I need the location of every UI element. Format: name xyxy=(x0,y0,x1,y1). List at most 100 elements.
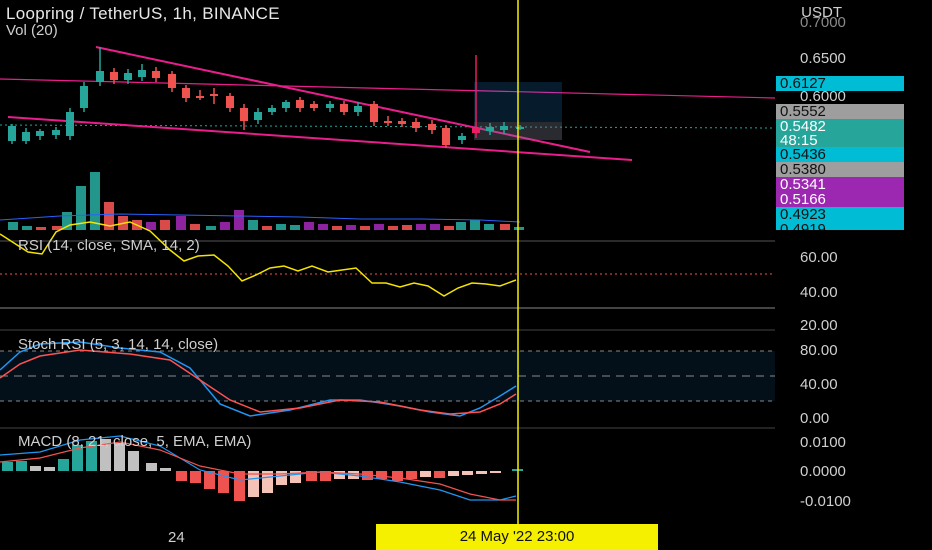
macd-histogram-bar xyxy=(262,471,273,493)
price-tag-0538: 0.5380 xyxy=(776,162,904,177)
candle-body xyxy=(282,102,290,108)
macd-histogram-bar xyxy=(58,459,69,471)
macd-histogram-bar xyxy=(218,471,229,493)
macd-histogram-bar xyxy=(462,471,473,475)
rsi-line xyxy=(0,221,517,297)
price-tag-0534: 0.5341 xyxy=(776,177,904,192)
macd-histogram-bar xyxy=(72,445,83,471)
rsi-tick-60: 60.00 xyxy=(800,249,838,266)
candle-body xyxy=(398,121,406,124)
candle-body xyxy=(268,108,276,112)
volume-bar xyxy=(456,222,466,230)
macd-histogram-bar xyxy=(146,463,157,471)
macd-indicator-label[interactable]: MACD (8, 21, close, 5, EMA, EMA) xyxy=(18,433,252,450)
candle-body xyxy=(296,100,304,108)
macd-histogram-bar xyxy=(16,461,27,471)
volume-bar xyxy=(220,222,230,230)
macd-histogram-bar xyxy=(100,439,111,471)
volume-bar xyxy=(318,224,328,230)
price-tag-0491: 0.4919 xyxy=(776,222,904,230)
macd-histogram-bar xyxy=(392,471,403,481)
wedge-upper-line xyxy=(95,46,591,153)
candle-body xyxy=(516,127,524,129)
stoch-tick-40: 40.00 xyxy=(800,376,838,393)
candle-body xyxy=(486,127,494,131)
candle-body xyxy=(500,126,508,130)
stoch-tick-80: 80.00 xyxy=(800,342,838,359)
volume-indicator-label[interactable]: Vol (20) xyxy=(6,22,58,39)
volume-bar xyxy=(176,216,186,230)
macd-histogram-bar xyxy=(114,443,125,471)
candle-body xyxy=(354,106,362,112)
candle-body xyxy=(310,104,318,108)
macd-histogram-bar xyxy=(160,468,171,471)
candle-body xyxy=(52,130,60,135)
volume-bar xyxy=(276,224,286,230)
candle-body xyxy=(442,128,450,145)
macd-tick-pos: 0.0100 xyxy=(800,434,846,451)
macd-histogram-bar xyxy=(376,471,387,479)
volume-bar xyxy=(248,220,258,230)
macd-histogram-bar xyxy=(86,441,97,471)
candle-body xyxy=(80,86,88,108)
price-tag-0492: 0.4923 xyxy=(776,207,904,222)
volume-bar xyxy=(430,224,440,230)
candle-body xyxy=(152,71,160,78)
candle-body xyxy=(384,121,392,123)
volume-bar xyxy=(52,226,62,230)
time-axis-date: 24 xyxy=(168,529,185,546)
macd-histogram-bar xyxy=(334,471,345,479)
stoch-rsi-indicator-label[interactable]: Stoch RSI (5, 3, 14, 14, close) xyxy=(18,336,219,353)
candle-body xyxy=(96,71,104,82)
price-tick-0600: 0.6000 xyxy=(800,88,846,105)
rsi-tick-40: 40.00 xyxy=(800,284,838,301)
stoch-d-line xyxy=(0,349,517,415)
volume-bar xyxy=(514,227,524,230)
macd-histogram-bar xyxy=(234,471,245,501)
rsi-tick-20: 20.00 xyxy=(800,317,838,334)
candle-body xyxy=(168,74,176,88)
volume-bar xyxy=(190,224,200,230)
candle-body xyxy=(472,128,480,133)
volume-bar xyxy=(146,222,156,230)
volume-bar xyxy=(470,220,480,230)
macd-histogram-bar xyxy=(176,471,187,481)
candle-body xyxy=(412,122,420,128)
macd-histogram-bar xyxy=(306,471,317,481)
volume-bar xyxy=(36,227,46,230)
macd-histogram-bar xyxy=(190,471,201,483)
price-tick-0700: 0.7000 xyxy=(800,14,846,31)
volume-bar xyxy=(90,172,100,230)
candle-body xyxy=(124,73,132,80)
candle-body xyxy=(254,112,262,120)
volume-bar xyxy=(62,212,72,230)
last-price-line xyxy=(0,124,776,129)
macd-histogram-bar xyxy=(476,471,487,474)
candle-body xyxy=(458,136,466,140)
macd-signal-line xyxy=(0,441,516,501)
volume-bar xyxy=(444,226,454,230)
candle-body xyxy=(22,132,30,141)
candle-body xyxy=(196,96,204,98)
volume-bar xyxy=(104,202,114,230)
volume-bar xyxy=(304,222,314,230)
macd-histogram-bar xyxy=(44,467,55,471)
candle-body xyxy=(370,104,378,122)
volume-bar xyxy=(76,186,86,230)
volume-bar xyxy=(374,224,384,230)
macd-histogram-bar xyxy=(406,471,417,479)
volume-bar xyxy=(290,225,300,230)
candle-body xyxy=(326,104,334,108)
volume-bar xyxy=(484,224,494,230)
macd-histogram-bar xyxy=(448,471,459,476)
volume-bar xyxy=(262,226,272,230)
candle-body xyxy=(428,124,436,130)
macd-histogram-bar xyxy=(248,471,259,497)
rsi-indicator-label[interactable]: RSI (14, close, SMA, 14, 2) xyxy=(18,237,200,254)
volume-bar xyxy=(8,222,18,230)
macd-histogram-bar xyxy=(276,471,287,485)
macd-histogram-bar xyxy=(434,471,445,478)
volume-ma-line xyxy=(0,213,521,223)
symbol-title[interactable]: Loopring / TetherUS, 1h, BINANCE xyxy=(6,4,280,23)
